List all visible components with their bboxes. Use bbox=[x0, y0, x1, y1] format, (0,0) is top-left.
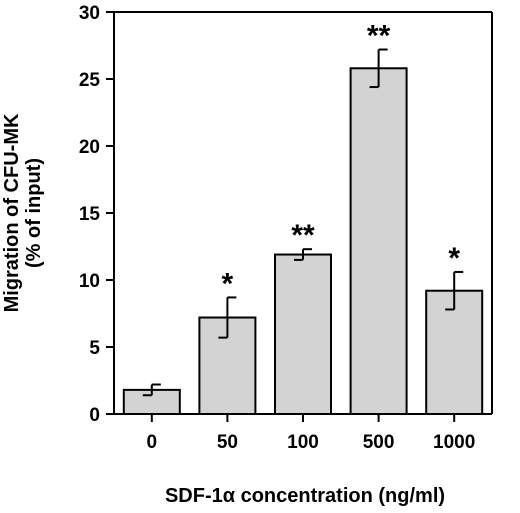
significance-marker: * bbox=[448, 242, 460, 275]
y-axis-sublabel: (% of input) bbox=[23, 158, 45, 268]
x-tick-label: 500 bbox=[363, 432, 395, 453]
y-tick-label: 30 bbox=[79, 3, 100, 24]
bar bbox=[425, 289, 484, 415]
x-axis: 0 50 100 500 1000 bbox=[114, 413, 492, 453]
bar bbox=[349, 67, 408, 415]
significance-marker: * bbox=[222, 267, 234, 300]
y-tick-label: 20 bbox=[79, 137, 100, 158]
x-tick-label: 1000 bbox=[433, 432, 475, 453]
bar bbox=[274, 253, 332, 415]
y-tick-label: 15 bbox=[79, 204, 101, 225]
y-axis-label: Migration of CFU-MK bbox=[1, 113, 23, 312]
significance-marker: ** bbox=[291, 219, 315, 252]
y-tick-label: 25 bbox=[79, 70, 101, 91]
significance-markers: ****** bbox=[222, 20, 461, 301]
y-tick-label: 10 bbox=[79, 271, 100, 292]
y-tick-label: 5 bbox=[89, 338, 100, 359]
x-axis-label: SDF-1α concentration (ng/ml) bbox=[165, 485, 445, 507]
y-axis: 0 5 10 15 20 25 30 bbox=[79, 3, 493, 426]
x-tick-label: 0 bbox=[147, 432, 158, 453]
x-tick-label: 50 bbox=[217, 432, 238, 453]
y-tick-label: 0 bbox=[89, 405, 100, 426]
error-bars bbox=[142, 48, 464, 397]
x-tick-label: 100 bbox=[287, 432, 319, 453]
significance-marker: ** bbox=[367, 20, 391, 53]
